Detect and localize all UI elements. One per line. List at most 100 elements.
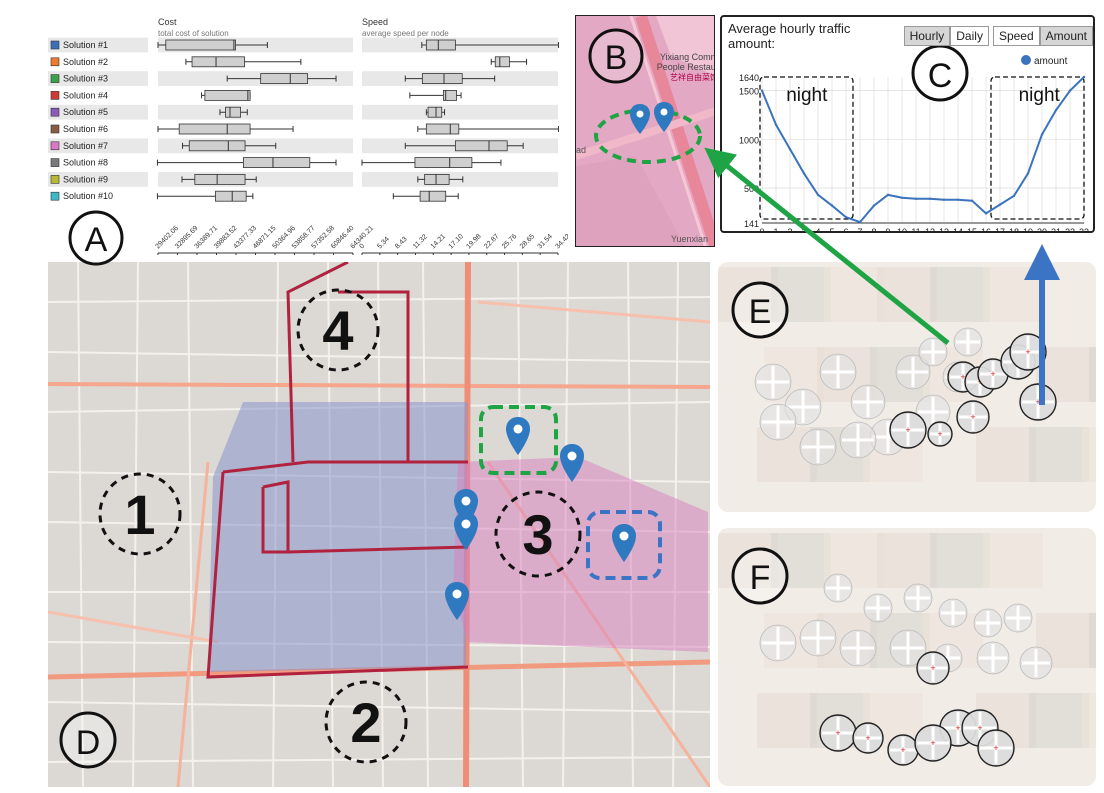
traffic-glyph[interactable]: +	[1009, 333, 1047, 371]
svg-text:2: 2	[350, 691, 381, 754]
traffic-glyph[interactable]: +	[916, 651, 950, 685]
boxplot-chart: Cost total cost of solution Speed average s…	[48, 17, 572, 257]
solution-row[interactable]: Solution #4	[48, 88, 558, 103]
traffic-glyph[interactable]	[953, 327, 983, 357]
main-road	[635, 16, 714, 246]
region-pink	[453, 457, 708, 652]
traffic-glyph[interactable]	[850, 384, 886, 420]
traffic-glyph[interactable]: +	[852, 722, 884, 754]
svg-text:+: +	[937, 429, 942, 439]
traffic-glyph[interactable]: +	[819, 714, 857, 752]
traffic-glyph[interactable]: +	[887, 734, 919, 766]
traffic-glyph[interactable]	[754, 363, 792, 401]
solution-row[interactable]: Solution #5	[48, 104, 558, 120]
solution-label: Solution #1	[63, 40, 108, 50]
data-point	[872, 204, 876, 207]
speed-tick-label: 34.42	[554, 233, 568, 250]
traffic-glyph[interactable]	[973, 608, 1003, 638]
speed-box	[425, 123, 460, 135]
traffic-glyph[interactable]: +	[1019, 383, 1057, 421]
solution-label: Solution #9	[63, 174, 108, 184]
data-point	[816, 193, 820, 197]
cost-box	[215, 190, 247, 202]
panel-a-solution-boxplots: Cost total cost of solution Speed average s…	[48, 15, 572, 257]
map-blur-tile	[930, 533, 990, 588]
traffic-glyph[interactable]	[799, 428, 837, 466]
traffic-glyph[interactable]	[915, 394, 951, 430]
map-block	[576, 156, 685, 246]
speed-box	[454, 140, 508, 152]
solution-color-swatch	[50, 124, 60, 134]
y-tick-label: 1640	[739, 73, 759, 83]
speed-tick-label: 31.54	[537, 233, 554, 250]
traffic-glyph[interactable]	[889, 629, 927, 667]
traffic-glyph[interactable]	[895, 354, 931, 390]
traffic-glyph[interactable]	[938, 598, 968, 628]
night-label: night	[786, 85, 828, 106]
data-point	[844, 216, 848, 219]
traffic-glyph[interactable]	[759, 624, 797, 662]
solution-label: Solution #4	[63, 90, 108, 100]
solution-row[interactable]: Solution #7	[48, 138, 558, 154]
cost-axis-subtitle: total cost of solution	[158, 29, 229, 38]
traffic-glyph[interactable]: +	[927, 421, 953, 447]
solution-row[interactable]: Solution #8	[48, 155, 558, 170]
traffic-glyph[interactable]: +	[977, 729, 1015, 767]
traffic-glyph[interactable]	[839, 629, 877, 667]
traffic-glyph[interactable]	[1019, 646, 1053, 680]
svg-text:+: +	[993, 743, 998, 753]
panel-label: F	[750, 559, 771, 597]
solution-row[interactable]: Solution #9	[48, 172, 558, 187]
panel-label: E	[749, 293, 772, 331]
x-tick-label: 15	[967, 227, 977, 231]
map-pin-icon[interactable]	[506, 417, 530, 455]
traffic-glyph[interactable]	[823, 573, 853, 603]
traffic-glyph[interactable]: +	[914, 724, 952, 762]
chart-title: Average hourly traffic amount:	[728, 21, 851, 51]
daily-button[interactable]: Daily	[950, 26, 989, 46]
traffic-glyph[interactable]: +	[889, 411, 927, 449]
amount-button[interactable]: Amount	[1039, 26, 1093, 46]
map-pin-icon[interactable]	[445, 582, 469, 620]
traffic-glyph[interactable]	[976, 641, 1010, 675]
region-label-2: 2	[324, 680, 408, 764]
map-pin-icon[interactable]	[630, 104, 650, 134]
traffic-glyph[interactable]	[863, 593, 893, 623]
traffic-glyph[interactable]	[903, 583, 933, 613]
panel-label-circle	[59, 711, 117, 769]
x-tick-label: 5	[829, 227, 834, 231]
y-tick-label: 141	[744, 219, 759, 229]
solution-row[interactable]: Solution #1	[48, 37, 559, 53]
map-blur-tile	[1029, 693, 1089, 748]
main-road-edge	[629, 16, 707, 246]
map-pin-icon[interactable]	[612, 524, 636, 562]
map-block	[656, 16, 714, 76]
solution-row[interactable]: Solution #2	[48, 54, 558, 70]
map-pin-icon[interactable]	[454, 512, 478, 550]
solution-row[interactable]: Solution #10	[48, 188, 558, 204]
solution-row[interactable]: Solution #3	[48, 71, 558, 86]
traffic-glyph[interactable]	[799, 619, 837, 657]
map-blur-tile	[757, 693, 817, 748]
map-pin-icon[interactable]	[654, 102, 674, 132]
panel-label: C	[928, 57, 953, 95]
traffic-glyph[interactable]	[918, 337, 948, 367]
traffic-glyph[interactable]	[819, 353, 857, 391]
data-point	[900, 196, 904, 199]
map-pin-icon[interactable]	[560, 444, 584, 482]
traffic-glyph[interactable]	[1003, 603, 1033, 633]
speed-tick-label: 28.65	[519, 233, 536, 250]
traffic-glyph[interactable]: +	[956, 400, 990, 434]
legend-label: amount	[1034, 56, 1068, 67]
map-blur-tile	[1089, 347, 1096, 402]
data-point	[1026, 172, 1030, 175]
solution-row[interactable]: Solution #6	[48, 121, 559, 137]
panel-label-circle	[911, 44, 969, 102]
panel-label-circle	[588, 28, 644, 84]
hourly-button[interactable]: Hourly	[903, 26, 951, 46]
traffic-glyph[interactable]	[839, 421, 877, 459]
traffic-glyph[interactable]	[759, 403, 797, 441]
svg-text:+: +	[990, 369, 995, 379]
speed-button[interactable]: Speed	[992, 26, 1040, 46]
solution-label: Solution #7	[63, 141, 108, 151]
